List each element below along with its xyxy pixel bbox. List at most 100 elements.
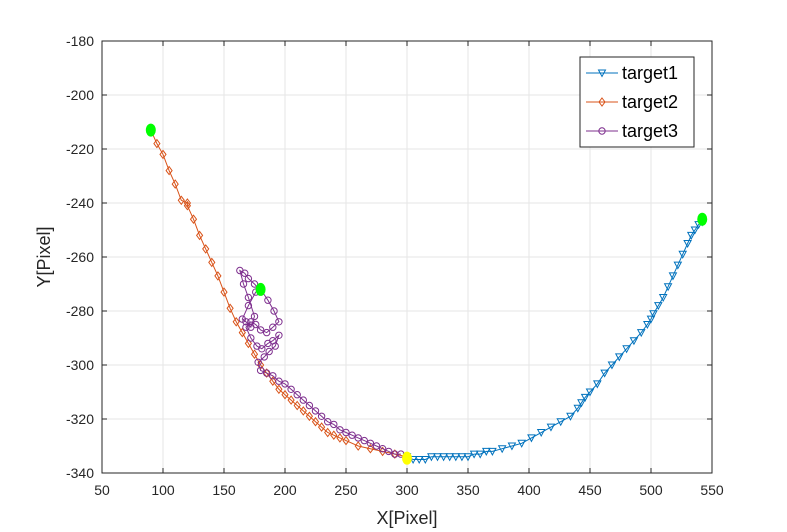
data-point-target2 xyxy=(354,441,362,451)
data-point-target2 xyxy=(336,433,344,443)
data-point-target1 xyxy=(536,429,546,438)
data-point-target3 xyxy=(256,326,265,334)
data-point-target1 xyxy=(600,369,609,378)
data-point-target2 xyxy=(275,384,283,395)
data-point-target1 xyxy=(414,456,424,465)
data-point-target3 xyxy=(244,301,253,310)
data-point-target1 xyxy=(566,412,575,421)
data-point-target1 xyxy=(457,453,467,462)
y-tick-label: -320 xyxy=(66,411,94,427)
y-tick-label: -220 xyxy=(66,141,94,157)
data-point-target1 xyxy=(607,361,617,370)
data-point-target1 xyxy=(690,226,700,235)
data-point-target1 xyxy=(646,315,656,324)
data-point-target2 xyxy=(299,406,307,416)
data-point-target3 xyxy=(264,296,272,304)
data-point-target3 xyxy=(236,266,244,275)
highlight-points xyxy=(145,123,708,465)
data-point-target3 xyxy=(247,334,255,342)
x-tick-label: 450 xyxy=(578,482,602,498)
data-point-target2 xyxy=(226,303,234,314)
data-point-target3 xyxy=(348,431,356,439)
data-point-target1 xyxy=(527,434,536,443)
data-point-target1 xyxy=(636,329,646,338)
data-point-target3 xyxy=(324,418,332,426)
data-point-target2 xyxy=(317,422,326,432)
data-point-target2 xyxy=(281,389,289,400)
data-point-target1 xyxy=(643,321,652,330)
data-point-target2 xyxy=(269,376,277,387)
data-point-target2 xyxy=(232,316,240,327)
highlight-point xyxy=(145,123,156,137)
data-point-target3 xyxy=(305,401,314,410)
data-point-target1 xyxy=(577,399,586,408)
data-point-target3 xyxy=(239,280,248,288)
data-point-target2 xyxy=(159,149,167,160)
data-point-target1 xyxy=(573,404,583,413)
data-point-target3 xyxy=(360,436,368,445)
data-point-target3 xyxy=(385,447,393,456)
data-point-target3 xyxy=(244,293,253,302)
data-point-target3 xyxy=(269,323,277,331)
data-point-target2 xyxy=(250,349,259,360)
data-point-target2 xyxy=(293,400,301,411)
data-point-target2 xyxy=(183,198,192,208)
x-tick-label: 300 xyxy=(395,482,419,498)
data-point-target3 xyxy=(317,412,326,420)
data-point-target1 xyxy=(488,447,497,456)
data-point-target2 xyxy=(208,257,216,268)
data-point-target3 xyxy=(342,428,350,437)
legend-marker-target2 xyxy=(598,97,606,107)
data-point-target3 xyxy=(336,426,344,434)
data-point-target1 xyxy=(546,423,556,432)
y-tick-label: -280 xyxy=(66,303,94,319)
data-point-target1 xyxy=(580,393,590,402)
data-point-target1 xyxy=(556,418,566,427)
y-tick-label: -200 xyxy=(66,87,94,103)
data-point-target2 xyxy=(238,327,246,338)
data-point-target2 xyxy=(202,244,210,254)
data-point-target3 xyxy=(275,331,283,339)
data-point-target3 xyxy=(311,407,320,415)
data-point-target1 xyxy=(683,240,692,249)
legend-marker-target3 xyxy=(598,127,606,135)
data-point-target2 xyxy=(330,430,338,441)
x-tick-label: 400 xyxy=(517,482,541,498)
data-point-target3 xyxy=(263,369,271,377)
highlight-point xyxy=(402,451,412,465)
data-point-target3 xyxy=(242,323,250,331)
series-group xyxy=(147,125,707,465)
data-point-target1 xyxy=(439,453,448,462)
data-point-target1 xyxy=(653,302,663,311)
x-tick-label: 50 xyxy=(94,482,110,498)
data-point-target1 xyxy=(658,294,668,303)
y-tick-label: -180 xyxy=(66,33,94,49)
data-point-target2 xyxy=(171,179,179,189)
data-point-target3 xyxy=(238,315,247,323)
data-point-target2 xyxy=(311,416,320,427)
data-point-target1 xyxy=(629,337,639,346)
legend: target1 target2 target3 xyxy=(579,56,695,148)
data-point-target1 xyxy=(497,445,507,454)
data-point-target1 xyxy=(585,388,595,397)
data-point-target3 xyxy=(299,396,307,404)
data-point-target3 xyxy=(281,380,289,388)
legend-label-target2: target2 xyxy=(622,92,678,112)
data-point-target3 xyxy=(275,377,283,385)
data-point-target1 xyxy=(592,380,602,389)
legend-label-target3: target3 xyxy=(622,121,678,141)
y-tick-label: -300 xyxy=(66,357,94,373)
x-axis-title: X[Pixel] xyxy=(376,508,437,528)
data-point-target3 xyxy=(244,274,253,283)
y-tick-label: -240 xyxy=(66,195,94,211)
data-point-target3 xyxy=(378,445,387,453)
x-tick-label: 550 xyxy=(700,482,724,498)
data-point-target1 xyxy=(445,453,455,462)
data-point-target3 xyxy=(250,280,259,288)
data-point-target2 xyxy=(189,214,198,225)
legend-label-target1: target1 xyxy=(622,63,678,83)
data-point-target3 xyxy=(254,358,262,366)
data-point-target2 xyxy=(183,200,192,211)
data-point-target1 xyxy=(420,456,430,465)
